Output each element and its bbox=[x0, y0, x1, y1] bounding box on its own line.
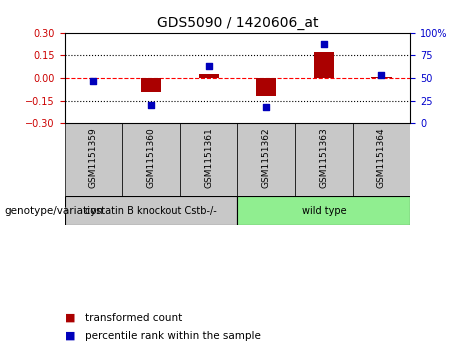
Bar bbox=[372, 77, 391, 78]
Point bbox=[89, 78, 97, 83]
Point bbox=[148, 102, 155, 108]
Text: percentile rank within the sample: percentile rank within the sample bbox=[85, 331, 261, 341]
Text: genotype/variation: genotype/variation bbox=[5, 205, 104, 216]
Text: ■: ■ bbox=[65, 331, 75, 341]
Text: GSM1151363: GSM1151363 bbox=[319, 127, 328, 188]
Bar bbox=[256, 78, 276, 96]
Bar bbox=[141, 78, 161, 92]
Bar bbox=[314, 52, 334, 78]
Text: GSM1151359: GSM1151359 bbox=[89, 127, 98, 188]
Bar bbox=[353, 123, 410, 196]
Bar bbox=[237, 123, 295, 196]
Bar bbox=[122, 123, 180, 196]
Text: ■: ■ bbox=[65, 313, 75, 323]
Bar bbox=[237, 196, 410, 225]
FancyArrow shape bbox=[62, 204, 67, 217]
Text: cystatin B knockout Cstb-/-: cystatin B knockout Cstb-/- bbox=[85, 205, 217, 216]
Text: GSM1151362: GSM1151362 bbox=[262, 127, 271, 188]
Point bbox=[205, 63, 212, 69]
Point bbox=[320, 41, 327, 46]
Point bbox=[263, 104, 270, 110]
Text: GSM1151360: GSM1151360 bbox=[147, 127, 155, 188]
Bar bbox=[65, 123, 122, 196]
Text: GSM1151364: GSM1151364 bbox=[377, 127, 386, 188]
Text: wild type: wild type bbox=[301, 205, 346, 216]
Bar bbox=[65, 196, 237, 225]
Bar bbox=[199, 73, 219, 78]
Title: GDS5090 / 1420606_at: GDS5090 / 1420606_at bbox=[157, 16, 318, 30]
Point bbox=[378, 72, 385, 78]
Text: GSM1151361: GSM1151361 bbox=[204, 127, 213, 188]
Bar bbox=[180, 123, 237, 196]
Text: transformed count: transformed count bbox=[85, 313, 183, 323]
Bar bbox=[295, 123, 353, 196]
